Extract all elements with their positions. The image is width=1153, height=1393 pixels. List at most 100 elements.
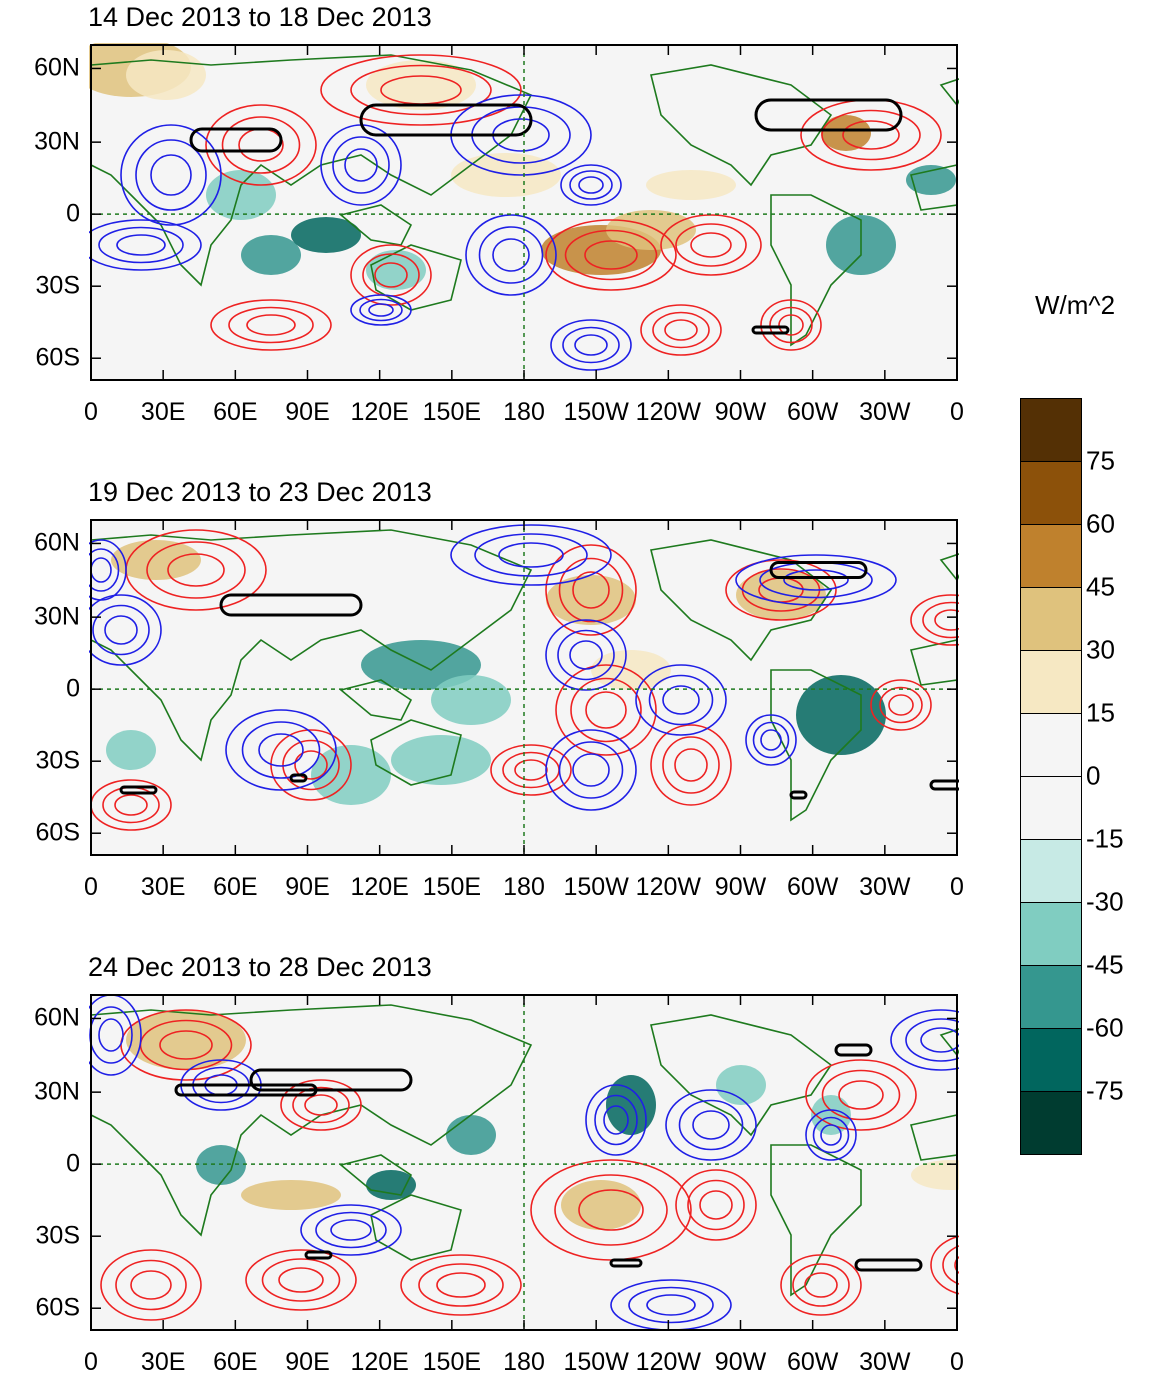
- coastline-layer: [90, 54, 959, 347]
- lon-tick-label: 90W: [714, 398, 767, 426]
- positive-contour: [167, 553, 225, 587]
- positive-contour: [584, 240, 638, 270]
- shading-anomaly: [606, 210, 696, 250]
- positive-contours: [100, 1009, 959, 1321]
- shading-anomaly: [241, 1180, 341, 1210]
- lon-tick-label: 0: [84, 873, 98, 901]
- lat-tick-label: 0: [66, 199, 80, 228]
- highlight-contour: [751, 325, 790, 335]
- lon-tick-label: 120W: [635, 873, 701, 901]
- positive-contour: [572, 571, 610, 609]
- lon-tick-label: 0: [950, 398, 964, 426]
- positive-contour: [514, 759, 548, 781]
- coastline: [650, 539, 833, 662]
- lat-tick-label: 30N: [34, 1077, 80, 1106]
- lon-tick-label: 60E: [213, 398, 258, 426]
- positive-contour: [100, 1249, 202, 1321]
- coastline: [90, 54, 533, 287]
- positive-contour: [292, 1086, 350, 1124]
- negative-contour: [752, 721, 790, 759]
- positive-contour: [879, 686, 923, 724]
- negative-contour: [578, 176, 604, 194]
- positive-contour: [146, 541, 246, 599]
- highlight-contour: [189, 127, 283, 153]
- shading-anomaly: [126, 50, 206, 100]
- negative-contour: [104, 615, 138, 645]
- colorbar-swatch: [1020, 713, 1082, 777]
- positive-contour: [662, 736, 720, 794]
- positive-contour: [664, 319, 698, 341]
- positive-contour: [842, 120, 900, 150]
- lon-tick-label: 90E: [285, 398, 330, 426]
- shading-anomaly: [716, 1065, 766, 1105]
- shading-anomaly: [796, 675, 886, 755]
- positive-contour: [821, 1069, 901, 1121]
- colorbar-swatch: [1020, 587, 1082, 651]
- highlight-contour: [359, 103, 533, 137]
- lat-tick-label: 60N: [34, 53, 80, 82]
- shading-anomaly: [911, 1160, 959, 1190]
- positive-contour: [205, 104, 317, 186]
- negative-contour: [760, 729, 782, 751]
- positive-contour: [282, 739, 340, 791]
- positive-contour: [261, 1258, 341, 1302]
- positive-contour: [159, 1030, 213, 1060]
- lon-tick-label: 0: [950, 1348, 964, 1376]
- lat-tick-label: 60S: [35, 1293, 80, 1322]
- highlight-contour: [119, 785, 158, 795]
- highlight-contours: [174, 1043, 923, 1272]
- positive-contour: [436, 1272, 486, 1298]
- negative-contour: [692, 1110, 730, 1140]
- highlight-contour: [289, 773, 308, 783]
- lon-tick-label: 30W: [859, 1348, 911, 1376]
- positive-contour: [870, 679, 932, 731]
- highlight-contour: [834, 1043, 873, 1057]
- positive-contour: [805, 1059, 917, 1131]
- negative-contour: [560, 164, 622, 206]
- positive-contour: [280, 1079, 362, 1131]
- lat-tick-label: 30S: [35, 271, 80, 300]
- shading-anomaly: [821, 115, 871, 151]
- negative-contour: [603, 1105, 629, 1135]
- lat-tick-label: 30S: [35, 746, 80, 775]
- positive-contour: [675, 223, 747, 267]
- positive-contour: [564, 229, 658, 281]
- negative-contour: [300, 1204, 402, 1256]
- colorbar-level-label: -45: [1086, 949, 1124, 980]
- highlight-contour: [789, 790, 808, 800]
- shading-anomaly: [291, 217, 361, 253]
- positive-contour: [760, 299, 822, 351]
- negative-contour: [550, 319, 632, 371]
- colorbar-level-label: 45: [1086, 571, 1115, 602]
- negative-contour: [545, 729, 637, 811]
- shading-anomaly: [446, 1115, 496, 1155]
- negative-contour: [350, 294, 412, 326]
- positive-contour: [115, 1259, 187, 1311]
- lon-tick-label: 150E: [422, 398, 482, 426]
- lon-tick-label: 90W: [714, 873, 767, 901]
- shading-anomaly: [391, 735, 491, 785]
- negative-contour: [120, 124, 222, 226]
- lon-tick-label: 120W: [635, 398, 701, 426]
- positive-contour: [821, 109, 921, 161]
- lon-tick-label: 60E: [213, 1348, 258, 1376]
- negative-contour: [648, 674, 714, 726]
- shading-anomaly: [241, 235, 301, 275]
- negative-contour: [330, 1219, 372, 1241]
- negative-contours: [89, 994, 959, 1331]
- lat-tick-label: 0: [66, 1149, 80, 1178]
- lat-tick-label: 0: [66, 674, 80, 703]
- positive-contour: [320, 54, 522, 126]
- negative-contour: [92, 604, 150, 656]
- shading-anomaly: [106, 730, 156, 770]
- positive-contour: [221, 116, 301, 174]
- negative-contour: [572, 753, 610, 787]
- positive-contour: [374, 262, 408, 288]
- positive-contour: [910, 594, 959, 646]
- negative-contour: [135, 139, 207, 211]
- lat-tick-label: 60N: [34, 1003, 80, 1032]
- negative-contour: [665, 1089, 757, 1161]
- positive-contour: [888, 694, 914, 716]
- colorbar-swatch: [1020, 1028, 1082, 1092]
- shading-anomaly: [366, 60, 476, 110]
